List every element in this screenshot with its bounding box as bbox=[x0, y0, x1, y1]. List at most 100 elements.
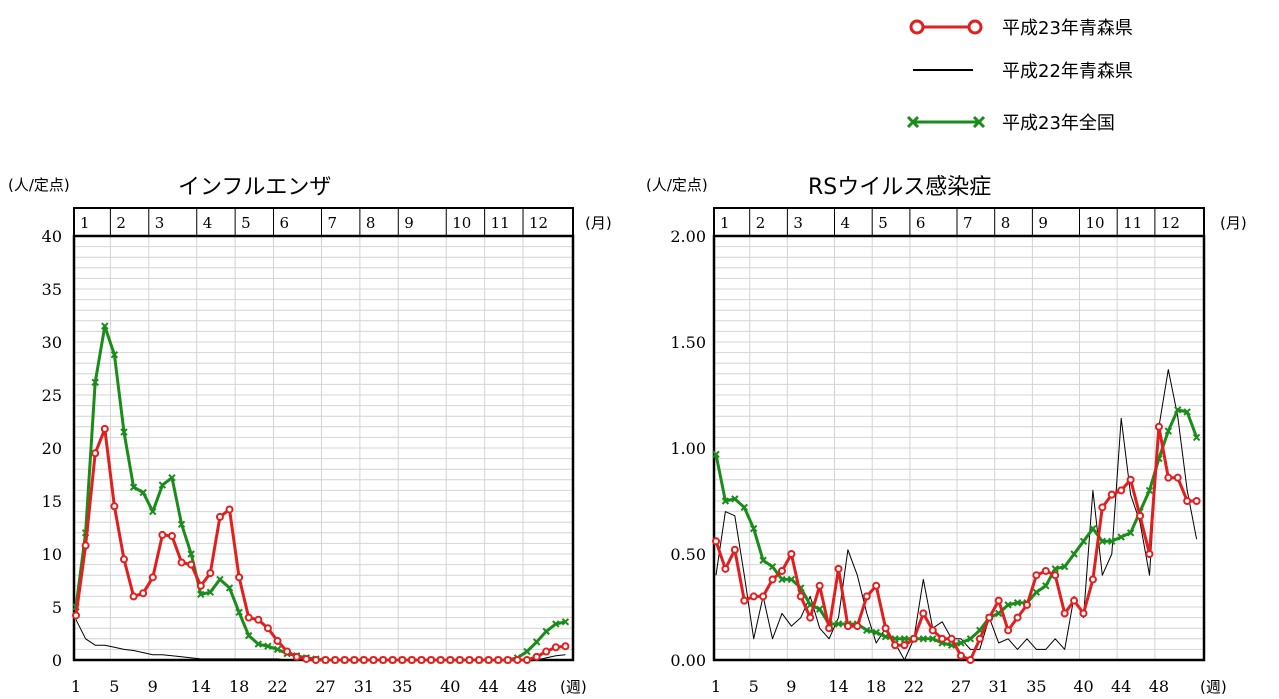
series-line bbox=[715, 369, 1198, 661]
data-point bbox=[359, 656, 368, 664]
month-label: 9 bbox=[404, 214, 414, 232]
x-tick-label: 44 bbox=[1111, 677, 1131, 696]
data-point bbox=[957, 639, 965, 647]
month-label: 10 bbox=[1086, 214, 1105, 232]
data-point bbox=[909, 634, 918, 643]
data-point bbox=[561, 618, 570, 626]
x-tick-label: 27 bbox=[951, 677, 971, 696]
x-tick-label: 18 bbox=[866, 677, 886, 696]
series-3 bbox=[712, 406, 1201, 649]
data-point bbox=[843, 622, 852, 631]
x-tick-label: 22 bbox=[904, 677, 924, 696]
x-tick-label: 14 bbox=[191, 677, 211, 696]
month-label: 1 bbox=[80, 214, 90, 232]
data-point bbox=[985, 613, 994, 622]
data-point bbox=[1108, 537, 1116, 545]
data-point bbox=[1136, 511, 1145, 520]
data-point bbox=[177, 520, 186, 529]
x-tick-label: 5 bbox=[749, 677, 759, 696]
data-point bbox=[1070, 596, 1079, 605]
data-point bbox=[264, 642, 272, 650]
month-label: 2 bbox=[116, 214, 126, 232]
y-tick-label: 15 bbox=[42, 492, 62, 511]
data-point bbox=[1173, 473, 1182, 482]
legend-marker-national-2011 bbox=[906, 115, 920, 129]
legend: 平成23年青森県 平成22年青森県 平成23年全国 bbox=[906, 18, 1133, 134]
data-point bbox=[273, 645, 282, 654]
data-point bbox=[532, 638, 541, 646]
data-point bbox=[815, 605, 824, 613]
data-point bbox=[455, 656, 464, 664]
data-point bbox=[1192, 433, 1201, 442]
series-1 bbox=[712, 422, 1201, 664]
data-point bbox=[225, 584, 234, 592]
y-tick-label: 40 bbox=[42, 227, 62, 246]
data-point bbox=[72, 611, 80, 620]
data-point bbox=[427, 656, 436, 664]
data-point bbox=[110, 351, 119, 359]
data-point bbox=[91, 378, 99, 386]
data-point bbox=[436, 656, 445, 664]
legend-label-national-2011: 平成23年全国 bbox=[1002, 113, 1115, 134]
data-point bbox=[369, 656, 378, 664]
data-point bbox=[768, 563, 777, 571]
data-point bbox=[120, 428, 128, 436]
x-tick-label: 40 bbox=[1073, 677, 1093, 696]
y-tick-label: 2.00 bbox=[670, 227, 706, 246]
data-point bbox=[1032, 588, 1041, 596]
legend-marker-aomori-2011-end bbox=[967, 19, 983, 35]
data-point bbox=[947, 634, 956, 643]
data-point bbox=[1164, 427, 1173, 435]
legend-marker-national-2011-end bbox=[972, 115, 986, 129]
data-point bbox=[225, 505, 234, 514]
data-point bbox=[721, 564, 730, 573]
month-label: 5 bbox=[878, 214, 888, 232]
y-tick-label: 30 bbox=[42, 333, 62, 352]
data-point bbox=[100, 424, 109, 433]
data-point bbox=[129, 592, 138, 601]
data-point bbox=[834, 564, 843, 573]
plot-frame bbox=[712, 234, 1206, 662]
data-point bbox=[292, 652, 301, 661]
data-point bbox=[891, 641, 900, 650]
data-point bbox=[768, 575, 777, 584]
data-point bbox=[283, 647, 292, 656]
data-point bbox=[881, 624, 890, 633]
data-point bbox=[398, 656, 407, 664]
data-point bbox=[379, 656, 388, 664]
month-label: 11 bbox=[491, 214, 510, 232]
data-point bbox=[1192, 497, 1201, 505]
y-tick-label: 25 bbox=[42, 386, 62, 405]
data-point bbox=[542, 647, 551, 656]
data-point bbox=[1079, 537, 1088, 545]
data-point bbox=[740, 596, 749, 605]
data-point bbox=[900, 641, 909, 650]
month-label: 7 bbox=[963, 214, 973, 232]
data-point bbox=[777, 566, 786, 575]
data-point bbox=[91, 449, 100, 458]
data-point bbox=[1060, 563, 1069, 571]
data-point bbox=[1051, 571, 1060, 580]
month-label: 11 bbox=[1123, 214, 1142, 232]
month-label: 9 bbox=[1038, 214, 1048, 232]
x-tick-label: 18 bbox=[229, 677, 249, 696]
data-point bbox=[1154, 422, 1163, 431]
data-point bbox=[1183, 497, 1192, 505]
data-point bbox=[1126, 529, 1135, 537]
data-point bbox=[796, 592, 805, 601]
chart-2: RSウイルス感染症(人/定点)(月)(週)1 2 3 4 5 6 7 8 9 10 11 120.00… bbox=[646, 175, 1247, 696]
data-point bbox=[158, 530, 167, 539]
data-point bbox=[302, 654, 311, 663]
legend-label-aomori-2010: 平成22年青森県 bbox=[1002, 61, 1133, 82]
data-point bbox=[81, 541, 90, 550]
month-label: 8 bbox=[1001, 214, 1011, 232]
data-point bbox=[1032, 571, 1041, 580]
data-point bbox=[321, 656, 330, 664]
data-point bbox=[196, 581, 205, 590]
data-point bbox=[806, 613, 815, 622]
data-point bbox=[1088, 575, 1097, 584]
data-point bbox=[417, 656, 426, 664]
data-point bbox=[1145, 550, 1154, 558]
data-point bbox=[1117, 533, 1125, 541]
